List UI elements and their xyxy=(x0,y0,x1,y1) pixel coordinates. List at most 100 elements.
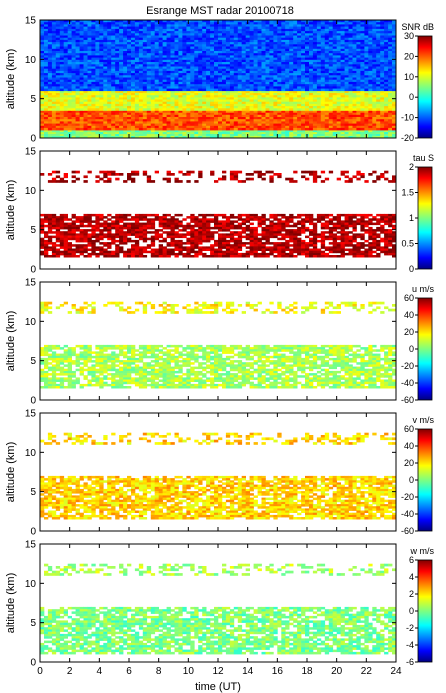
data-cell xyxy=(285,123,290,127)
data-cell xyxy=(150,132,156,135)
data-cell xyxy=(265,73,270,76)
data-cell xyxy=(63,73,68,76)
data-cell xyxy=(285,79,290,83)
data-cell xyxy=(277,130,282,133)
data-cell xyxy=(154,66,159,69)
data-cell xyxy=(91,106,96,109)
data-cell xyxy=(134,57,140,61)
data-cell xyxy=(103,53,108,56)
data-cell xyxy=(150,95,156,98)
data-cell xyxy=(127,44,132,47)
data-cell xyxy=(320,112,326,116)
data-cell xyxy=(277,77,282,80)
data-cell xyxy=(233,90,239,94)
data-cell xyxy=(360,84,365,87)
data-cell xyxy=(289,24,294,27)
data-cell xyxy=(202,75,207,78)
data-cell xyxy=(71,95,76,98)
data-cell xyxy=(83,20,88,23)
data-cell xyxy=(44,44,49,47)
data-cell xyxy=(131,64,136,67)
data-cell xyxy=(384,57,389,61)
data-cell xyxy=(376,110,381,113)
data-cell xyxy=(150,117,156,120)
data-cell xyxy=(103,37,108,41)
data-cell xyxy=(340,84,345,87)
data-cell xyxy=(87,114,92,118)
data-cell xyxy=(166,99,171,102)
data-cell xyxy=(115,121,120,124)
data-cell xyxy=(222,26,227,30)
data-cell xyxy=(150,97,156,100)
data-cell xyxy=(360,48,365,52)
data-cell xyxy=(293,106,298,109)
data-cell xyxy=(277,108,282,111)
data-cell xyxy=(253,134,258,137)
data-cell xyxy=(55,84,61,87)
data-cell xyxy=(273,59,278,63)
data-cell xyxy=(63,119,68,122)
data-cell xyxy=(202,73,207,76)
data-cell xyxy=(154,88,159,92)
data-cell xyxy=(237,134,243,137)
data-cell xyxy=(241,114,246,118)
data-cell xyxy=(328,108,334,111)
data-cell xyxy=(158,103,163,107)
data-cell xyxy=(265,110,270,113)
data-cell xyxy=(376,101,381,105)
data-cell xyxy=(202,134,207,137)
data-cell xyxy=(301,84,306,87)
data-cell xyxy=(44,57,49,61)
data-cell xyxy=(182,117,187,120)
data-cell xyxy=(320,86,326,89)
data-cell xyxy=(233,44,239,47)
data-cell xyxy=(198,110,203,113)
data-cell xyxy=(316,103,322,107)
data-cell xyxy=(51,224,57,228)
data-cell xyxy=(162,26,167,30)
data-cell xyxy=(91,55,96,58)
data-cell xyxy=(127,90,132,94)
data-cell xyxy=(111,51,116,54)
data-cell xyxy=(225,130,231,133)
data-cell xyxy=(75,28,80,32)
data-cell xyxy=(348,26,353,30)
data-cell xyxy=(202,86,207,89)
data-cell xyxy=(182,55,187,58)
data-cell xyxy=(206,86,211,89)
data-cell xyxy=(87,123,92,127)
data-cell xyxy=(225,75,231,78)
data-cell xyxy=(336,62,341,65)
data-cell xyxy=(305,44,310,47)
data-cell xyxy=(83,84,88,87)
data-cell xyxy=(285,31,290,34)
data-cell xyxy=(138,123,144,127)
data-cell xyxy=(340,70,345,74)
data-cell xyxy=(229,68,235,72)
data-cell xyxy=(356,136,361,139)
data-cell xyxy=(352,33,357,36)
data-cell xyxy=(202,51,207,54)
data-cell xyxy=(222,93,227,96)
data-cell xyxy=(170,106,175,109)
data-cell xyxy=(107,93,112,96)
data-cell xyxy=(372,28,377,32)
data-cell xyxy=(324,46,330,49)
data-cell xyxy=(134,28,140,32)
data-cell xyxy=(67,62,72,65)
data-cell xyxy=(79,101,84,105)
data-cell xyxy=(309,136,314,139)
data-cell xyxy=(138,127,144,131)
data-cell xyxy=(103,33,108,36)
data-cell xyxy=(368,93,373,96)
data-cell xyxy=(233,42,239,45)
data-cell xyxy=(158,51,163,54)
data-cell xyxy=(320,106,326,109)
data-cell xyxy=(222,106,227,109)
data-cell xyxy=(360,110,365,113)
data-cell xyxy=(190,33,195,36)
data-cell xyxy=(265,33,270,36)
data-cell xyxy=(340,121,345,124)
data-cell xyxy=(142,106,148,109)
data-cell xyxy=(388,134,393,137)
